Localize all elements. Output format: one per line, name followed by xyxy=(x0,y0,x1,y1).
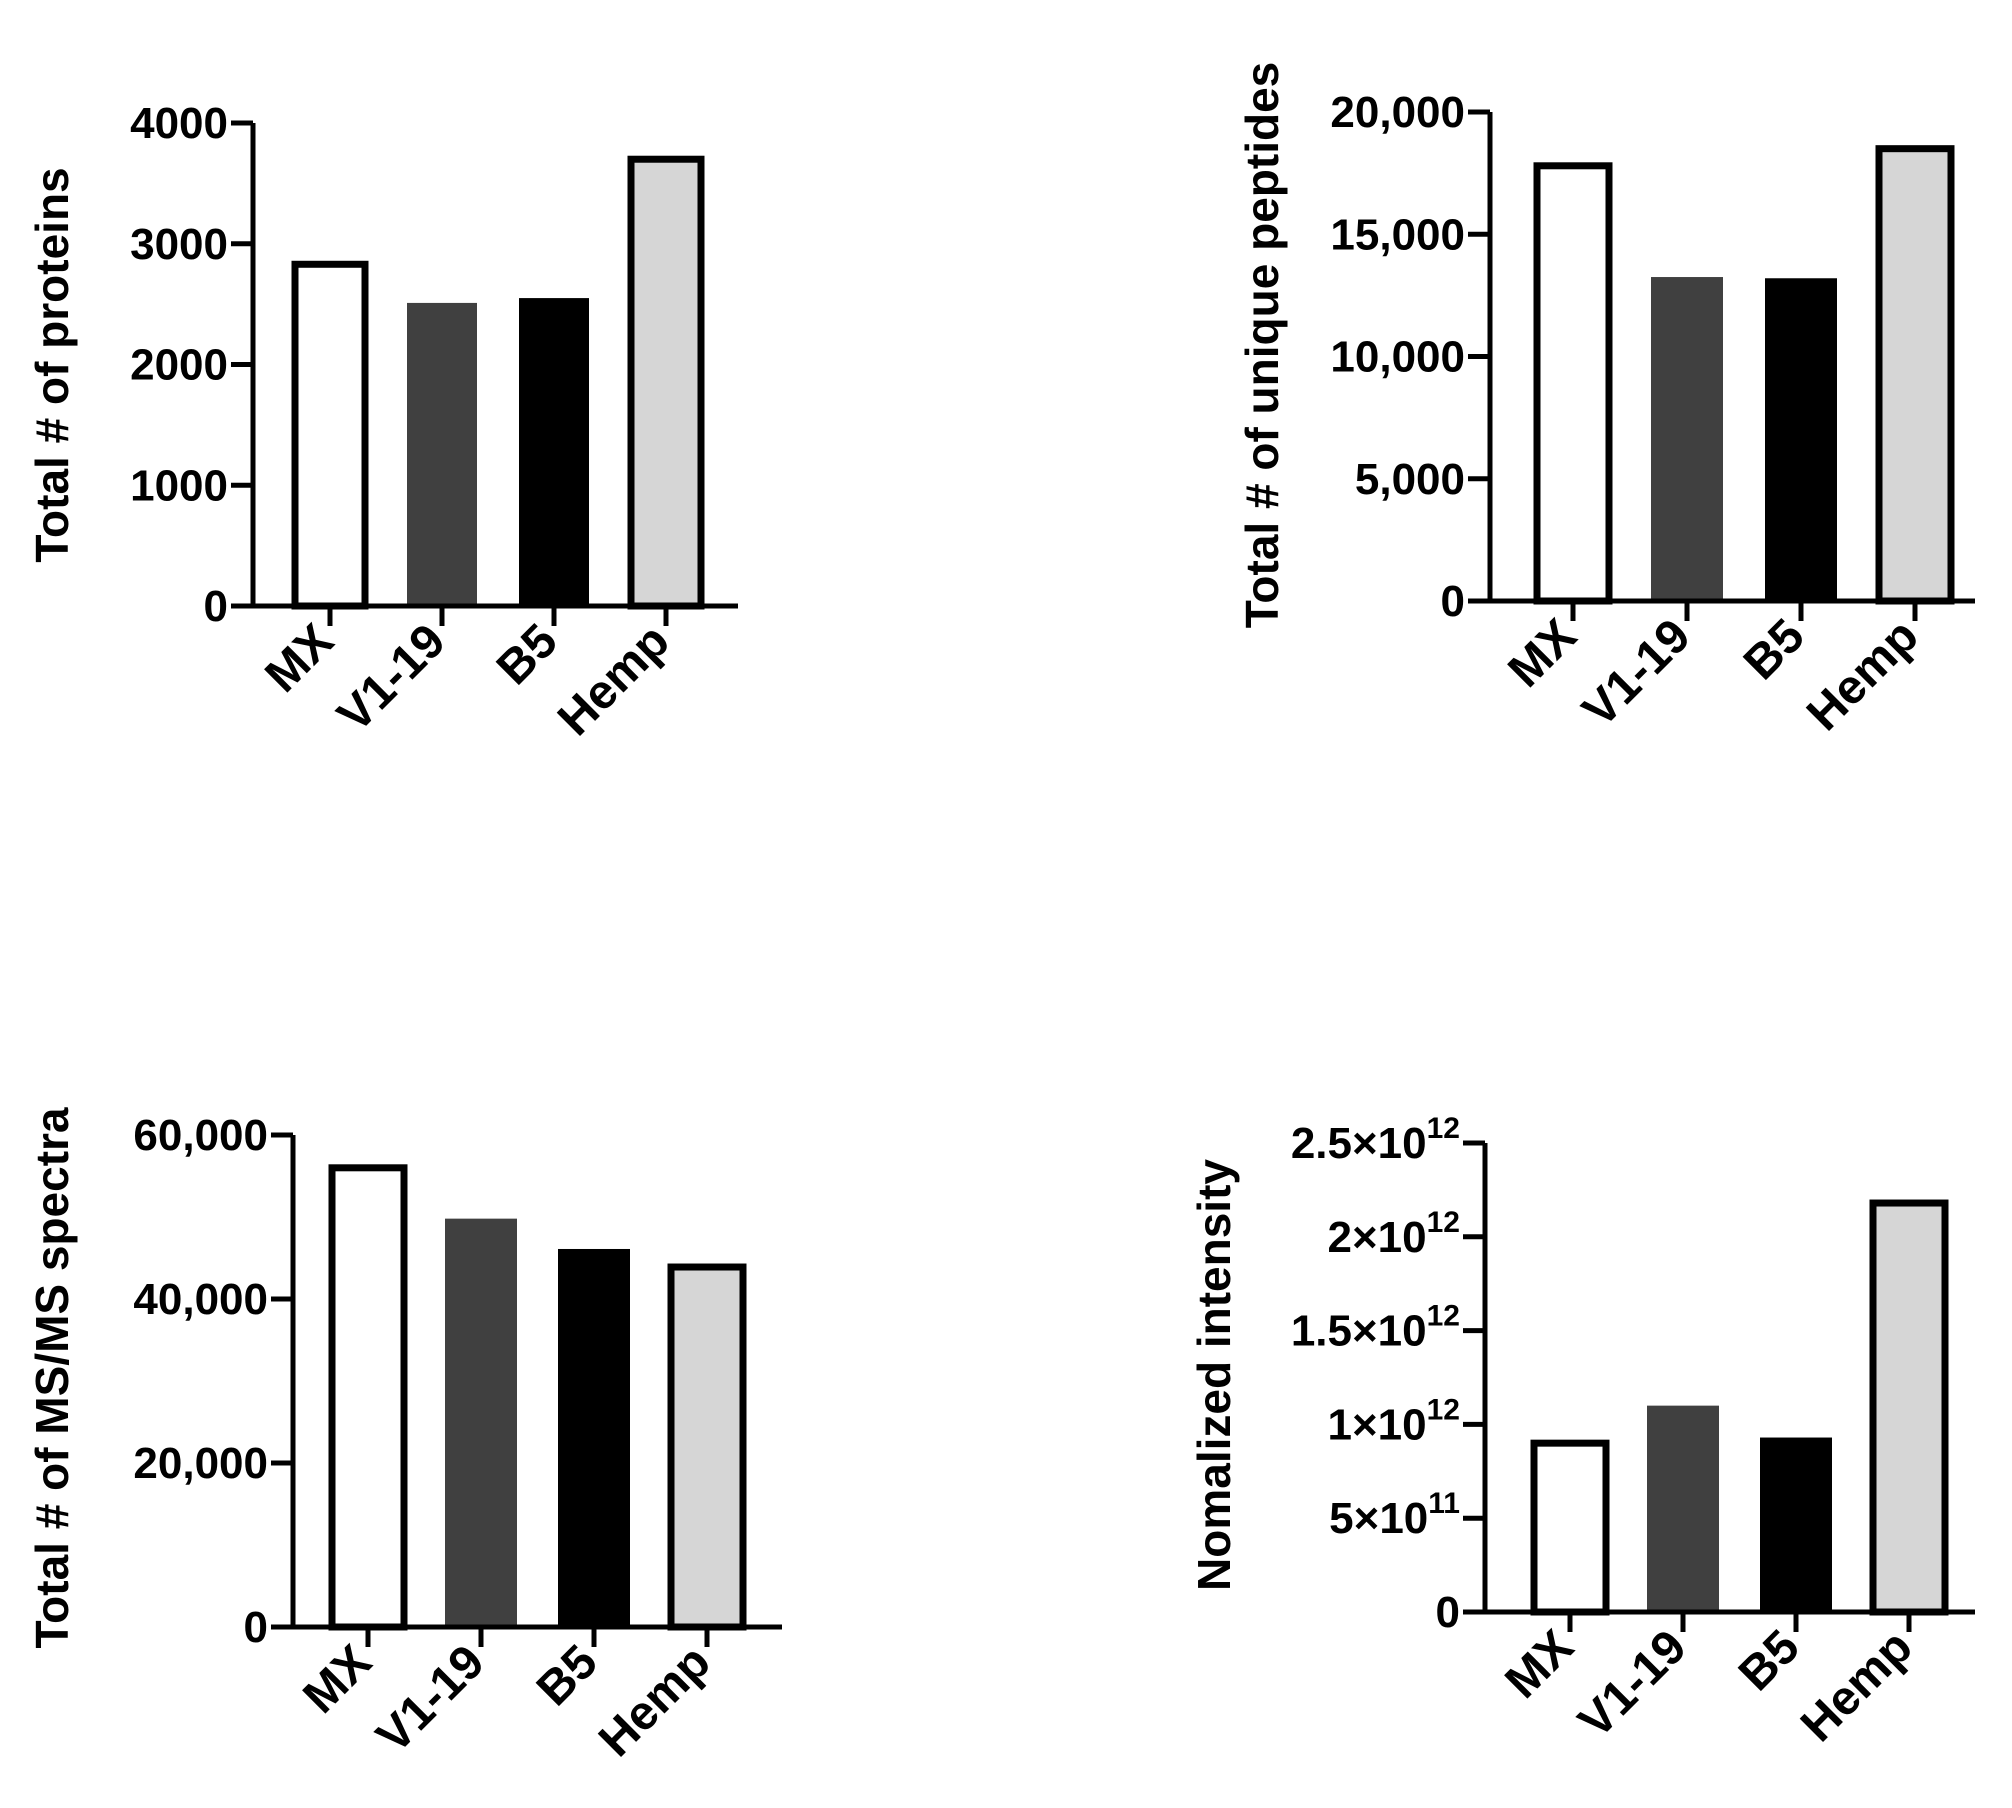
x-tick-label-b5: B5 xyxy=(1734,609,1815,690)
bar-v1-19 xyxy=(407,302,477,606)
y-tick-label: 60,000 xyxy=(133,1111,268,1160)
x-tick-label-mx: MX xyxy=(1495,1620,1583,1708)
y-axis-title: Nomalized intensity xyxy=(1188,1159,1240,1591)
y-tick-label: 1.5×1012 xyxy=(1291,1300,1460,1356)
y-tick-label: 15,000 xyxy=(1330,210,1465,259)
bar-v1-19 xyxy=(445,1218,517,1627)
y-tick-label: 5×1011 xyxy=(1329,1487,1460,1543)
bar-hemp xyxy=(627,155,705,610)
y-axis-title: Total # of unique peptides xyxy=(1236,62,1288,629)
y-axis-title: Total # of MS/MS spectra xyxy=(26,1107,78,1648)
bar-hemp xyxy=(1875,145,1955,605)
bar-b5 xyxy=(519,298,589,606)
y-tick-label: 1000 xyxy=(130,461,228,510)
bar-v1-19 xyxy=(1647,1405,1719,1612)
x-tick-label-v1-19: V1-19 xyxy=(1573,609,1701,737)
bar-v1-19 xyxy=(1651,277,1723,601)
x-tick-label-b5: B5 xyxy=(1729,1620,1810,1701)
y-tick-label: 0 xyxy=(1436,1588,1460,1637)
bar-b5 xyxy=(1765,278,1837,601)
x-tick-label-mx: MX xyxy=(255,614,343,702)
x-tick-label-v1-19: V1-19 xyxy=(367,1635,495,1763)
x-tick-label-mx: MX xyxy=(1498,609,1586,697)
x-tick-label-v1-19: V1-19 xyxy=(1569,1620,1697,1748)
x-tick-label-mx: MX xyxy=(293,1635,381,1723)
y-tick-label: 0 xyxy=(204,582,228,631)
bar-hemp xyxy=(667,1263,747,1631)
y-tick-label: 3000 xyxy=(130,220,228,269)
y-tick-label: 2×1012 xyxy=(1328,1206,1460,1262)
y-axis-title: Total # of proteins xyxy=(26,167,78,562)
x-tick-label-b5: B5 xyxy=(487,614,568,695)
y-tick-label: 2000 xyxy=(130,341,228,390)
bar-mx xyxy=(328,1164,408,1631)
x-tick-label-hemp: Hemp xyxy=(589,1635,721,1767)
bar-b5 xyxy=(558,1248,630,1627)
y-tick-label: 4000 xyxy=(130,99,228,148)
chart-panel-4: 0 5×1011 1×1012 1.5×1012 2×1012 2.5×1012 MXV1-… xyxy=(1188,1112,1975,1752)
y-tick-label: 5,000 xyxy=(1355,455,1465,504)
bar-b5 xyxy=(1760,1437,1832,1612)
y-tick-label: 40,000 xyxy=(133,1275,268,1324)
x-tick-label-b5: B5 xyxy=(527,1635,608,1716)
y-tick-label: 1×1012 xyxy=(1328,1393,1460,1449)
x-tick-label-hemp: Hemp xyxy=(548,614,680,746)
x-tick-label-hemp: Hemp xyxy=(1791,1620,1923,1752)
y-tick-label: 10,000 xyxy=(1330,333,1465,382)
y-tick-label: 0 xyxy=(1441,577,1465,626)
x-tick-label-hemp: Hemp xyxy=(1797,609,1929,741)
bar-mx xyxy=(1533,162,1613,605)
bar-mx xyxy=(1530,1439,1610,1616)
y-tick-label: 20,000 xyxy=(133,1439,268,1488)
bar-mx xyxy=(291,260,369,610)
bar-hemp xyxy=(1869,1199,1949,1616)
y-tick-label: 0 xyxy=(244,1603,268,1652)
y-tick-label: 20,000 xyxy=(1330,88,1465,137)
y-tick-label: 2.5×1012 xyxy=(1291,1112,1460,1168)
x-tick-label-v1-19: V1-19 xyxy=(328,614,456,742)
